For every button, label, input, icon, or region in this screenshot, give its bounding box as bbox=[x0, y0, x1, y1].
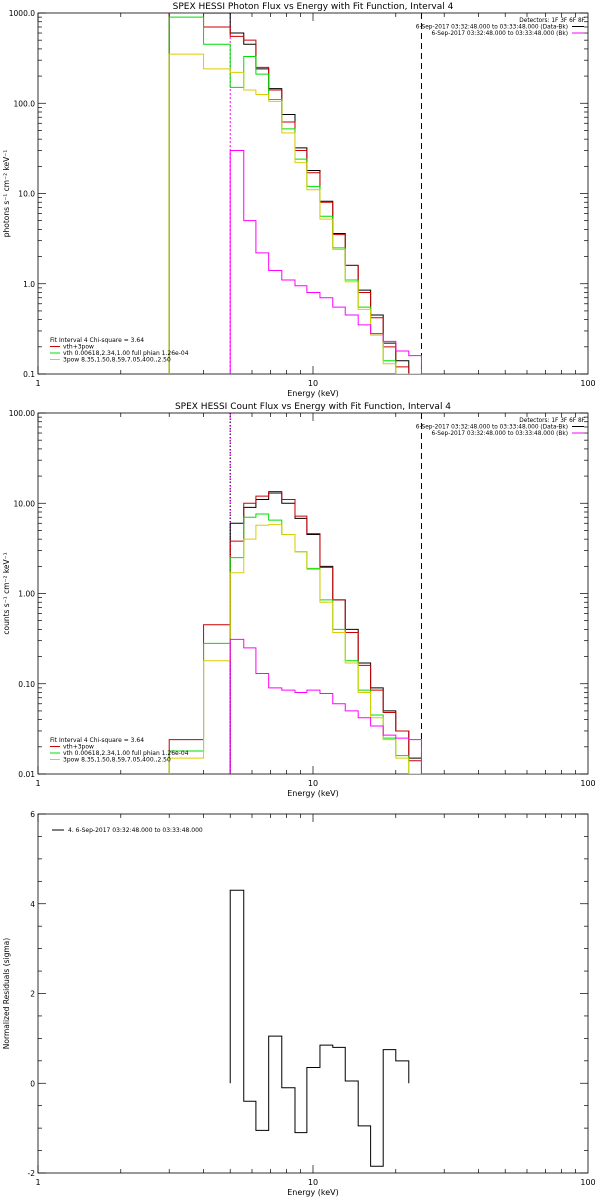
y-tick-label: 10.00 bbox=[14, 499, 36, 508]
legend-title: Fit Interval 4 Chi-square = 3.64 bbox=[50, 737, 144, 744]
x-axis: 1 10 100 bbox=[35, 13, 596, 388]
series-2 bbox=[168, 490, 422, 774]
series-line bbox=[168, 13, 422, 374]
y-tick-label: 100.0 bbox=[14, 99, 36, 108]
x-tick-label: 1 bbox=[35, 1178, 40, 1187]
y-tick-label: 0.10 bbox=[18, 680, 35, 689]
series-line bbox=[168, 53, 422, 374]
series-line bbox=[229, 889, 410, 1167]
series-4 bbox=[168, 53, 422, 374]
y-axis-label: Normalized Residuals (sigma) bbox=[2, 938, 11, 1049]
chart-panel-2: SPEX HESSI Count Flux vs Energy with Fit… bbox=[2, 402, 596, 798]
x-axis-label: Energy (keV) bbox=[287, 389, 339, 398]
series-1 bbox=[229, 492, 422, 774]
x-tick-label: 10 bbox=[308, 379, 318, 388]
y-axis: -2 0 2 4 6 bbox=[28, 810, 588, 1178]
legend-title: Fit Interval 4 Chi-square = 3.64 bbox=[50, 337, 144, 344]
plot-data bbox=[229, 889, 410, 1167]
header-info-line: 6-Sep-2017 03:32:48.000 to 03:33:48.000 … bbox=[432, 31, 568, 37]
header-info-line: Detectors: 1F 3F 6F 8F bbox=[519, 18, 585, 24]
x-tick-label: 100 bbox=[580, 1178, 595, 1187]
series-1 bbox=[229, 889, 410, 1167]
legend-label: 4. 6-Sep-2017 03:32:48.000 to 03:33:48.0… bbox=[68, 827, 203, 834]
header-info-line: Detectors: 1F 3F 6F 8F bbox=[519, 418, 585, 424]
legend: 4. 6-Sep-2017 03:32:48.000 to 03:33:48.0… bbox=[52, 827, 203, 834]
y-axis: 0.01 0.10 1.00 10.00 100.00 bbox=[9, 409, 588, 779]
y-tick-label: 0 bbox=[30, 1079, 35, 1088]
legend-label: vth 0.00618,2.34,1.00 full phian 1.26e-0… bbox=[63, 750, 189, 757]
y-tick-label: 1000.0 bbox=[9, 9, 35, 18]
y-axis-label: counts s⁻¹ cm⁻² keV⁻¹ bbox=[2, 552, 11, 634]
y-tick-label: 6 bbox=[30, 810, 35, 819]
x-tick-label: 10 bbox=[308, 1178, 318, 1187]
chart-panel-1: SPEX HESSI Photon Flux vs Energy with Fi… bbox=[2, 2, 596, 398]
legend-label: vth 0.00618,2.34,1.00 full phian 1.26e-0… bbox=[63, 350, 189, 357]
chart-title: SPEX HESSI Count Flux vs Energy with Fit… bbox=[175, 402, 451, 412]
legend: Fit Interval 4 Chi-square = 3.64vth+3pow… bbox=[50, 737, 189, 764]
x-axis-label: Energy (keV) bbox=[287, 1188, 339, 1197]
x-axis: 1 10 100 bbox=[35, 814, 596, 1187]
legend-label: vth+3pow bbox=[63, 344, 94, 351]
header-info: Detectors: 1F 3F 6F 8F6-Sep-2017 03:32:4… bbox=[416, 418, 585, 437]
series-line bbox=[229, 638, 422, 774]
x-axis: 1 10 100 bbox=[35, 413, 596, 788]
x-tick-label: 100 bbox=[580, 379, 595, 388]
series-line bbox=[168, 490, 422, 774]
series-5 bbox=[229, 638, 422, 774]
legend: Fit Interval 4 Chi-square = 3.64vth+3pow… bbox=[50, 337, 189, 364]
y-axis-label: photons s⁻¹ cm⁻² keV⁻¹ bbox=[2, 150, 11, 238]
legend-label: 3pow 8.35,1.50,8.59,7.05,400.,2.50 bbox=[63, 357, 171, 364]
y-tick-label: -2 bbox=[28, 1169, 36, 1178]
x-axis-label: Energy (keV) bbox=[287, 789, 339, 798]
y-tick-label: 2 bbox=[30, 990, 35, 999]
header-info-line: 6-Sep-2017 03:32:48.000 to 03:33:48.000 … bbox=[416, 25, 568, 31]
y-tick-label: 4 bbox=[30, 900, 35, 909]
header-info-line: 6-Sep-2017 03:32:48.000 to 03:33:48.000 … bbox=[432, 431, 568, 437]
series-4 bbox=[168, 524, 422, 774]
plot-data bbox=[168, 413, 422, 774]
series-line bbox=[229, 492, 422, 774]
x-tick-label: 1 bbox=[35, 379, 40, 388]
plot-frame bbox=[37, 12, 589, 375]
chart-panel-3: 1 10 100 Energy (keV) -2 0 2 4 6 Normalized Resid… bbox=[2, 810, 596, 1197]
plot-data bbox=[168, 13, 422, 374]
y-tick-label: 1.0 bbox=[23, 280, 35, 289]
x-tick-label: 10 bbox=[308, 779, 318, 788]
series-5 bbox=[229, 149, 422, 374]
plot-frame bbox=[37, 412, 589, 775]
y-tick-label: 100.00 bbox=[9, 409, 35, 418]
legend-label: 3pow 8.35,1.50,8.59,7.05,400.,2.50 bbox=[63, 757, 171, 764]
header-info-line: 6-Sep-2017 03:32:48.000 to 03:33:48.000 … bbox=[416, 425, 568, 431]
y-tick-label: 10.0 bbox=[18, 190, 35, 199]
series-line bbox=[229, 149, 422, 374]
x-tick-label: 1 bbox=[35, 779, 40, 788]
legend-label: vth+3pow bbox=[63, 744, 94, 751]
y-axis: 0.1 1.0 10.0 100.0 1000.0 bbox=[9, 9, 588, 379]
series-2 bbox=[168, 13, 422, 374]
x-tick-label: 100 bbox=[580, 779, 595, 788]
plot-frame bbox=[37, 813, 589, 1174]
y-tick-label: 1.00 bbox=[18, 590, 35, 599]
header-info: Detectors: 1F 3F 6F 8F6-Sep-2017 03:32:4… bbox=[416, 18, 585, 37]
y-tick-label: 0.1 bbox=[23, 370, 35, 379]
chart-title: SPEX HESSI Photon Flux vs Energy with Fi… bbox=[173, 2, 454, 12]
series-line bbox=[168, 524, 422, 774]
y-tick-label: 0.01 bbox=[18, 770, 35, 779]
